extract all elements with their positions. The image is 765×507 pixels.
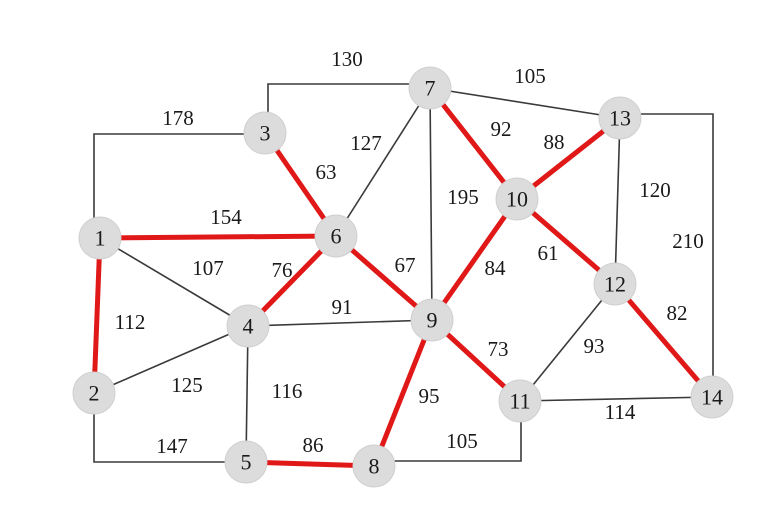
edge-weight-7-13: 105 <box>514 64 546 88</box>
edge-weight-11-14: 114 <box>605 400 636 424</box>
node-13: 13 <box>599 97 641 139</box>
edge-7-9 <box>430 88 432 320</box>
edge-weight-6-9: 67 <box>395 253 416 277</box>
edge-weight-13-12: 120 <box>639 178 671 202</box>
node-label-14: 14 <box>701 385 723 410</box>
edge-weight-4-5: 116 <box>272 379 303 403</box>
node-label-12: 12 <box>604 272 626 297</box>
node-8: 8 <box>353 445 395 487</box>
node-3: 3 <box>244 112 286 154</box>
edge-weight-4-9: 91 <box>332 295 353 319</box>
node-label-3: 3 <box>260 121 271 146</box>
edge-6-7 <box>336 88 430 236</box>
node-11: 11 <box>499 380 541 422</box>
edge-weight-7-9: 195 <box>447 185 479 209</box>
edge-weight-13-14: 210 <box>672 229 704 253</box>
edge-weight-10-9: 84 <box>485 256 507 280</box>
edge-weight-9-8: 95 <box>419 384 440 408</box>
edge-weight-2-5: 147 <box>156 434 188 458</box>
node-12: 12 <box>594 263 636 305</box>
edge-weight-11-12: 93 <box>584 334 605 358</box>
edge-7-13 <box>430 88 620 118</box>
edge-weight-1-6: 154 <box>210 205 242 229</box>
tree-edge-12-14 <box>615 284 712 397</box>
edge-weight-3-7: 130 <box>331 47 363 71</box>
edge-weight-8-11: 105 <box>446 429 478 453</box>
node-label-2: 2 <box>89 381 100 406</box>
node-10: 10 <box>496 178 538 220</box>
tree-edge-1-2 <box>94 238 100 393</box>
node-label-1: 1 <box>95 226 106 251</box>
node-1: 1 <box>79 217 121 259</box>
edge-weight-2-4: 125 <box>171 373 203 397</box>
node-label-13: 13 <box>609 106 631 131</box>
edge-13-12 <box>615 118 620 284</box>
edge-weight-10-12: 61 <box>538 241 559 265</box>
edge-weight-3-6: 63 <box>316 160 337 184</box>
node-label-9: 9 <box>427 308 438 333</box>
node-label-8: 8 <box>369 454 380 479</box>
node-label-10: 10 <box>506 187 528 212</box>
edge-weight-7-10: 92 <box>491 117 512 141</box>
edge-weight-10-13: 88 <box>544 130 565 154</box>
tree-edge-1-6 <box>100 236 336 238</box>
node-6: 6 <box>315 215 357 257</box>
node-9: 9 <box>411 299 453 341</box>
edge-4-9 <box>248 320 432 326</box>
edge-weight-6-7: 127 <box>350 131 382 155</box>
node-4: 4 <box>227 305 269 347</box>
edge-weight-9-11: 73 <box>488 337 509 361</box>
edge-weight-6-4: 76 <box>272 258 293 282</box>
node-label-11: 11 <box>509 389 530 414</box>
edge-weight-1-3: 178 <box>162 106 194 130</box>
edge-weight-1-4: 107 <box>192 256 224 280</box>
node-14: 14 <box>691 376 733 418</box>
edge-weight-5-8: 86 <box>303 433 324 457</box>
node-label-5: 5 <box>241 450 252 475</box>
node-2: 2 <box>73 372 115 414</box>
node-label-7: 7 <box>425 76 436 101</box>
edge-13-14 <box>620 114 713 397</box>
edge-weight-1-2: 112 <box>115 310 146 334</box>
node-label-6: 6 <box>331 224 342 249</box>
edge-weight-12-14: 82 <box>667 301 688 325</box>
node-5: 5 <box>225 441 267 483</box>
node-label-4: 4 <box>243 314 254 339</box>
node-7: 7 <box>409 67 451 109</box>
